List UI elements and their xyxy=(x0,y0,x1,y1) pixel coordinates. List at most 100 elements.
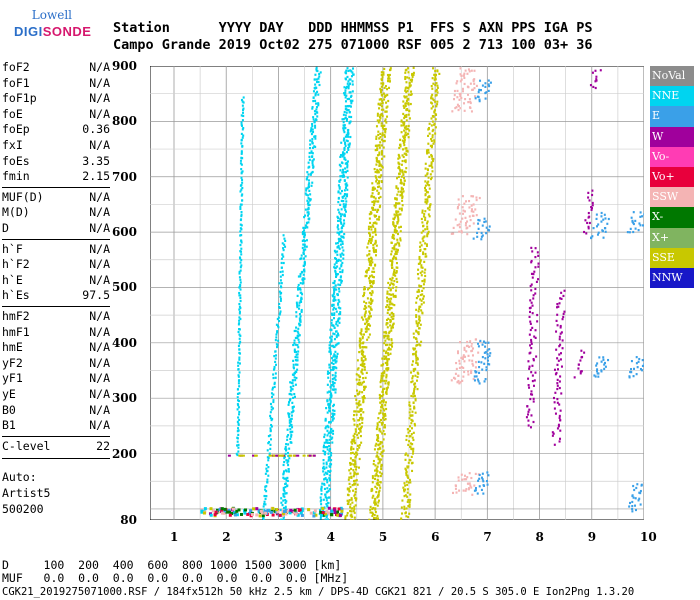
echo-sse xyxy=(357,466,360,469)
echo-sse xyxy=(393,294,396,298)
echo-nne xyxy=(335,343,338,346)
echo-ssw xyxy=(470,486,473,489)
echo-sse xyxy=(369,256,372,259)
echo-faint xyxy=(281,270,284,273)
echo-sse xyxy=(385,101,388,104)
echo-nne xyxy=(287,403,290,406)
echo-nne xyxy=(295,311,298,314)
echo-ssw xyxy=(465,200,468,203)
echo-nne xyxy=(324,518,327,520)
echo-sse xyxy=(420,309,423,312)
echo-ssw xyxy=(462,212,465,215)
echo-ssw xyxy=(459,381,462,384)
echo-sse xyxy=(385,407,388,411)
echo-sse xyxy=(361,421,364,425)
echo-w xyxy=(536,251,539,254)
echo-sse xyxy=(379,195,382,199)
echo-e xyxy=(638,357,641,361)
echo-sse xyxy=(380,377,383,380)
echo-sse xyxy=(363,313,366,316)
echo-sse xyxy=(380,400,383,403)
echo-nne xyxy=(323,433,326,436)
echo-sse xyxy=(380,463,383,467)
echo-nne xyxy=(338,287,341,290)
echo-sse xyxy=(411,380,414,383)
echo-w xyxy=(557,368,560,371)
echo-nne xyxy=(348,142,351,145)
echo-faint xyxy=(237,368,240,371)
echo-sse xyxy=(408,429,411,433)
echo-sse xyxy=(424,274,427,278)
echo-faint xyxy=(238,356,241,359)
echo-e xyxy=(481,343,484,346)
echo-w xyxy=(560,365,563,368)
echo-sse xyxy=(404,160,407,164)
echo-nne xyxy=(306,211,309,214)
echo-sse xyxy=(389,259,392,262)
echo-ssw xyxy=(472,222,475,225)
echo-sse xyxy=(376,169,379,173)
echo-sse xyxy=(420,285,423,288)
echo-sse xyxy=(377,494,380,497)
echo-nne xyxy=(333,332,336,336)
echo-nne xyxy=(335,323,338,326)
echo-sse xyxy=(409,408,412,411)
echo-sse xyxy=(415,379,418,382)
echo-nne xyxy=(305,189,308,192)
echo-sse xyxy=(357,381,360,384)
echo-ssw xyxy=(459,341,462,344)
echo-es2 xyxy=(272,454,276,457)
echo-es xyxy=(220,507,224,511)
echo-faint xyxy=(241,144,244,148)
echo-nne xyxy=(333,413,336,416)
echo-e xyxy=(477,479,480,482)
echo-sse xyxy=(379,163,382,166)
echo-sse xyxy=(412,71,415,74)
echo-e xyxy=(478,365,481,369)
echo-nne xyxy=(298,323,301,326)
echo-nne xyxy=(312,96,315,99)
echo-sse xyxy=(408,117,411,120)
echo-e xyxy=(481,84,484,87)
echo-sse xyxy=(436,84,439,87)
echo-e xyxy=(626,231,629,234)
echo-sse xyxy=(371,496,374,499)
echo-nne xyxy=(296,363,299,366)
echo-nne xyxy=(296,359,299,362)
echo-e xyxy=(484,82,487,85)
echo-faint xyxy=(240,234,243,237)
echo-faint xyxy=(237,446,240,449)
echo-sse xyxy=(389,68,392,71)
echo-ssw xyxy=(472,377,475,381)
echo-sse xyxy=(358,343,361,346)
echo-sse xyxy=(386,361,389,364)
echo-es2 xyxy=(277,454,281,457)
echo-sse xyxy=(385,121,388,124)
echo-sse xyxy=(395,277,398,281)
echo-ssw xyxy=(467,68,470,71)
echo-sse xyxy=(377,160,380,163)
echo-sse xyxy=(365,346,368,349)
echo-sse xyxy=(409,445,412,448)
echo-e xyxy=(604,365,607,368)
echo-nne xyxy=(327,426,330,429)
echo-sse xyxy=(380,180,383,183)
echo-nne xyxy=(304,224,307,227)
echo-es xyxy=(333,511,337,515)
echo-es xyxy=(330,513,334,517)
echo-sse xyxy=(362,341,365,344)
echo-sse xyxy=(400,188,403,191)
y-tick-label: 300 xyxy=(111,391,137,406)
echo-sse xyxy=(360,329,363,333)
echo-w xyxy=(559,324,562,328)
echo-es xyxy=(231,507,235,511)
echo-ssw xyxy=(467,354,470,357)
echo-e xyxy=(630,368,633,371)
echo-nne xyxy=(302,230,305,234)
echo-sse xyxy=(377,191,380,195)
echo-e xyxy=(632,484,635,488)
echo-ssw xyxy=(465,222,468,225)
echo-nne xyxy=(324,427,327,430)
echo-e xyxy=(481,368,484,371)
echo-e xyxy=(600,360,603,363)
